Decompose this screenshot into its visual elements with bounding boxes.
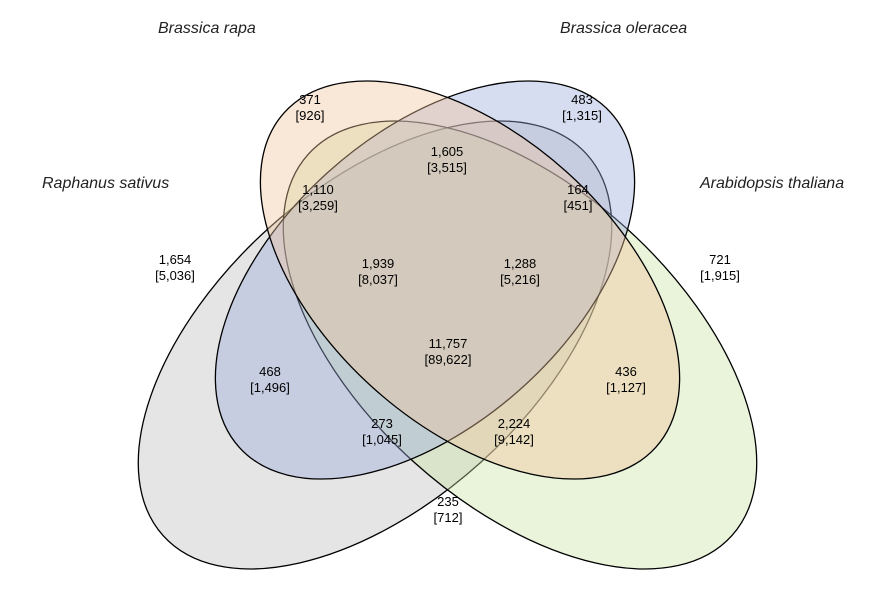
set-label-arabidopsis: Arabidopsis thaliana: [700, 175, 844, 193]
region-boa: 1,288[5,216]: [500, 256, 540, 289]
region-b: 371[926]: [296, 92, 325, 125]
region-roa: 273[1,045]: [362, 416, 402, 449]
set-label-raphanus: Raphanus sativus: [42, 175, 169, 193]
region-rba: 2,224[9,142]: [494, 416, 534, 449]
region-oa: 164[451]: [564, 182, 593, 215]
region-ba: 436[1,127]: [606, 364, 646, 397]
region-rboa: 11,757[89,622]: [425, 336, 472, 369]
region-ra: 235[712]: [434, 494, 463, 527]
region-rbo: 1,939[8,037]: [358, 256, 398, 289]
region-r: 1,654[5,036]: [155, 252, 195, 285]
region-o: 483[1,315]: [562, 92, 602, 125]
venn-diagram: Raphanus sativus Brassica rapa Brassica …: [0, 0, 895, 616]
set-label-boleracea: Brassica oleracea: [560, 20, 687, 38]
region-bo: 1,605[3,515]: [427, 144, 467, 177]
region-rb: 1,110[3,259]: [298, 182, 338, 215]
region-ro: 468[1,496]: [250, 364, 290, 397]
set-label-brapa: Brassica rapa: [158, 20, 256, 38]
region-a: 721[1,915]: [700, 252, 740, 285]
